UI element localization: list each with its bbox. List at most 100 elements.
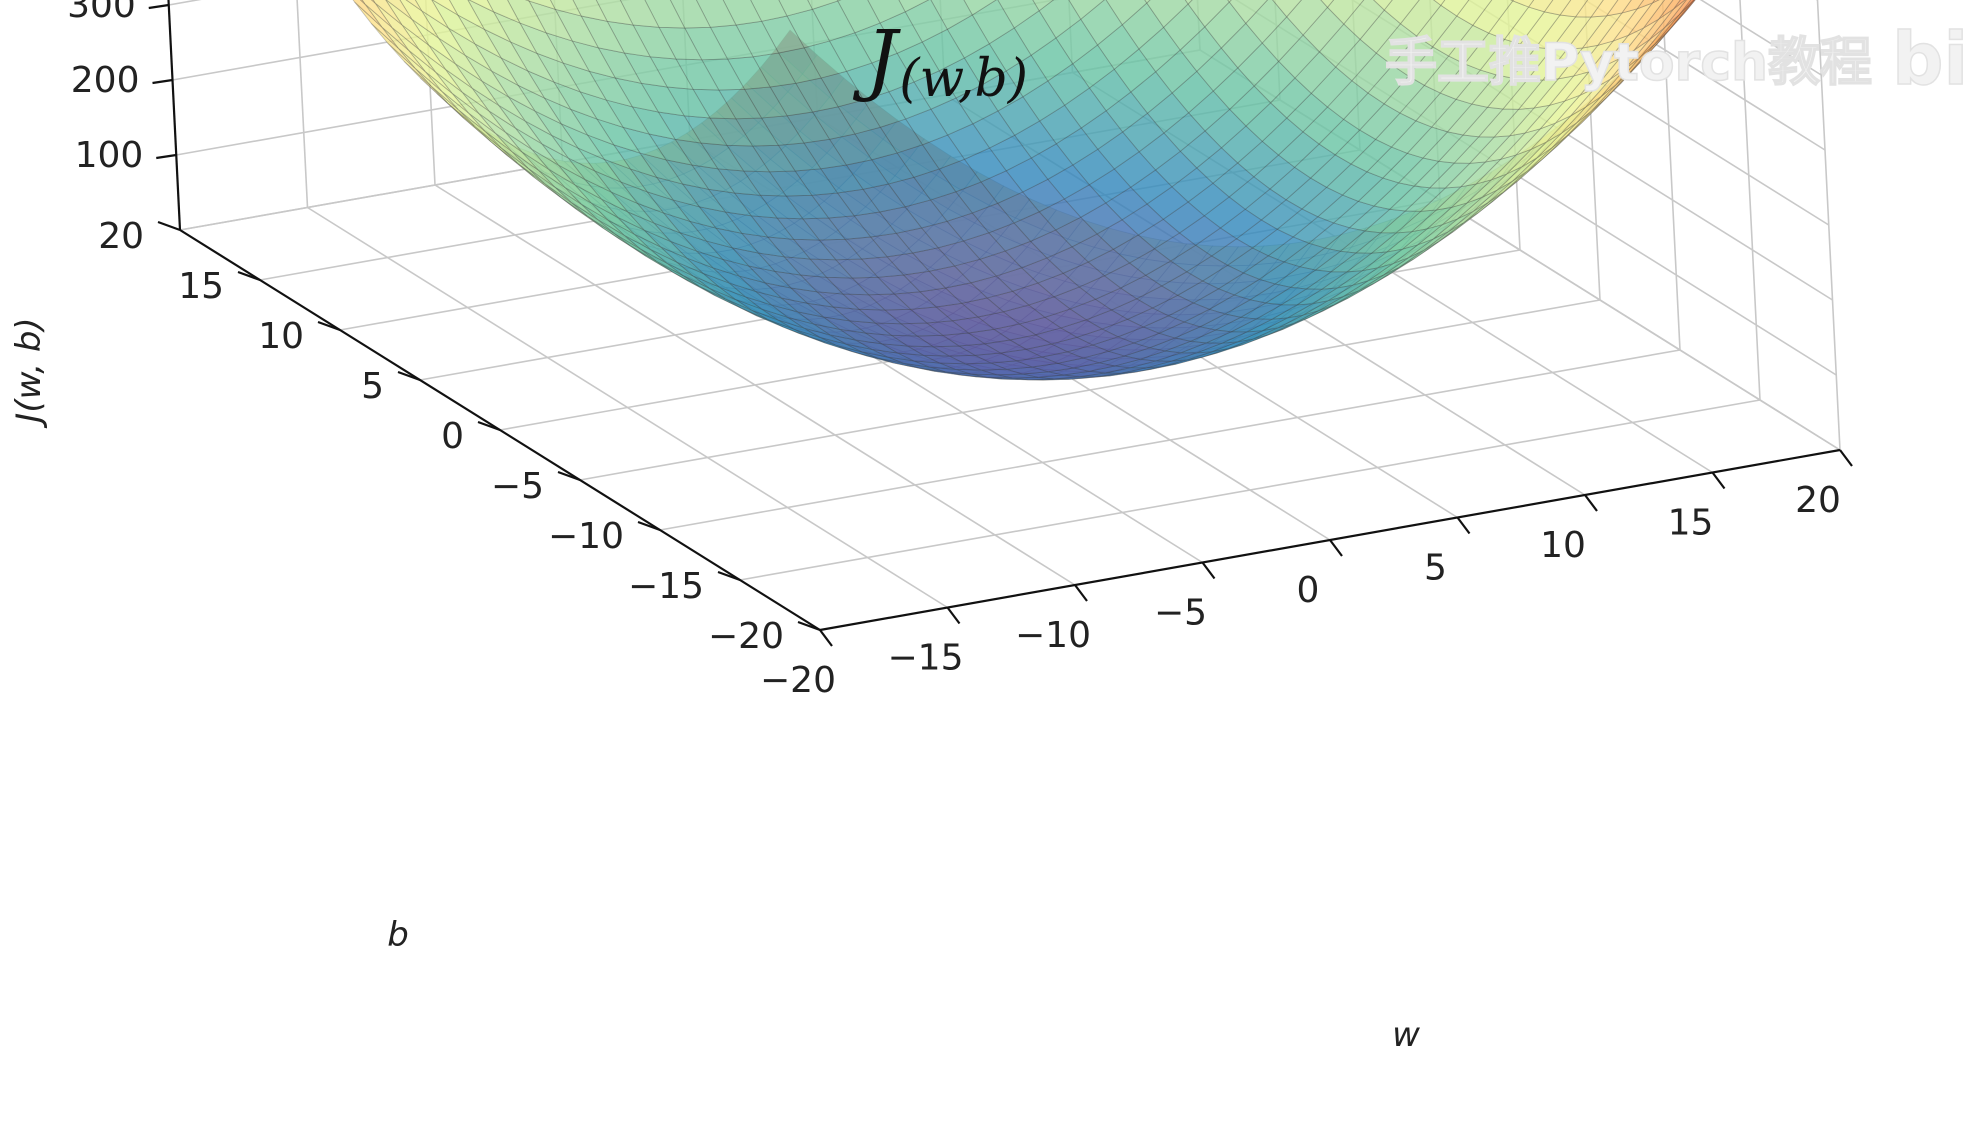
w-tick-label: 20	[1795, 480, 1841, 521]
floor-grid-line	[739, 399, 1761, 581]
surface-patch	[1620, 0, 1645, 14]
surface-patch	[1643, 0, 1674, 29]
b-tick	[237, 270, 261, 282]
b-tick-label: 20	[98, 216, 144, 257]
surface-patch	[468, 0, 495, 13]
w-tick	[1329, 539, 1343, 557]
surface-patch	[750, 0, 788, 22]
side-wall-grid-line	[1699, 0, 1822, 76]
surface-patch	[904, 0, 948, 43]
b-tick-label: 5	[361, 366, 384, 407]
w-tick	[1456, 516, 1471, 535]
tick-marks	[148, 3, 1853, 647]
surface-patch	[549, 0, 583, 17]
floor-grid-line	[659, 349, 1681, 531]
w-tick	[1584, 494, 1598, 512]
surface-patch	[930, 0, 973, 30]
surface-patch	[405, 0, 423, 12]
surface-patch	[1320, 0, 1335, 8]
surface-patch	[1245, 0, 1288, 44]
z-tick-labels: 100 200 300 400 500 600 700 800	[67, 0, 144, 176]
w-tick-label: 15	[1668, 503, 1714, 544]
surface-patch	[1227, 0, 1232, 3]
z-tick	[156, 153, 177, 160]
surface-patch	[722, 0, 763, 26]
b-tick	[157, 220, 181, 232]
chart-title-subscript: (w,b)	[899, 49, 1028, 109]
surface-patch	[836, 0, 842, 2]
surface-patch	[1590, 0, 1619, 18]
w-axis-label: w	[1392, 1015, 1420, 1055]
surface-patch	[963, 0, 997, 16]
surface-patch	[525, 0, 530, 2]
surface-patch	[1146, 0, 1189, 28]
surface-patch	[1184, 0, 1193, 5]
w-tick-labels: −20 −15 −10 −5 0 5 10 15 20	[760, 480, 1841, 701]
back-wall-grid-line	[172, 0, 631, 81]
surface-patch	[527, 0, 557, 11]
surface-patch	[1440, 0, 1470, 17]
surface-patch	[1510, 0, 1514, 2]
surface-patch	[414, 0, 449, 29]
surface-patch	[1559, 0, 1589, 18]
w-tick-label: 0	[1297, 570, 1320, 611]
z-tick	[152, 78, 173, 85]
b-tick	[477, 420, 501, 432]
surface-patch	[1433, 0, 1446, 6]
w-tick-label: 10	[1540, 525, 1586, 566]
surface-patch	[1472, 0, 1514, 34]
b-tick-label: −20	[708, 616, 784, 657]
b-tick-label: 0	[441, 416, 464, 457]
floor-grid-line	[579, 299, 1601, 481]
surface-patch	[1605, 0, 1632, 17]
surface-patch	[385, 0, 413, 20]
surface-patch	[1527, 0, 1554, 13]
z-axis-line	[167, 0, 182, 231]
cost-surface	[352, 0, 1696, 381]
surface-patch	[867, 0, 906, 24]
b-tick-label: 10	[258, 316, 304, 357]
w-tick-label: −15	[888, 638, 964, 679]
surface-patch	[1032, 0, 1055, 12]
b-tick-label: 15	[178, 266, 224, 307]
watermark: 手工推Pytorch教程 bi	[1384, 16, 1965, 102]
b-tick-label: −15	[628, 566, 704, 607]
surface-patch	[1673, 0, 1686, 10]
side-wall-grid-line	[1584, 0, 1601, 301]
surface-patch	[971, 0, 1015, 45]
z-tick	[148, 3, 169, 10]
z-axis-label: J(w, b)	[9, 317, 49, 428]
surface-patch	[595, 0, 634, 26]
surface-patch	[1663, 0, 1692, 29]
b-tick	[717, 570, 741, 582]
watermark-logo: bi	[1892, 17, 1965, 101]
w-tick	[819, 629, 833, 647]
surface-patch	[486, 0, 521, 24]
z-tick-label: 100	[75, 135, 144, 176]
surface-patch	[448, 0, 486, 31]
w-tick-label: −20	[760, 660, 836, 701]
surface-patch	[1383, 0, 1420, 25]
surface-patch	[619, 0, 660, 28]
b-tick-labels: −20 −15 −10 −5 0 5 10 15 20	[98, 216, 784, 657]
b-axis-label: b	[387, 915, 409, 955]
surface-patch	[807, 0, 839, 10]
surface-patch	[997, 0, 1040, 29]
surface-patch	[1373, 0, 1393, 11]
w-tick	[1711, 471, 1726, 490]
b-tick-label: −10	[548, 516, 624, 557]
surface-patch	[1652, 0, 1660, 4]
watermark-text: 手工推Pytorch教程	[1385, 33, 1872, 93]
surface-patch	[1187, 0, 1230, 28]
surface-patch	[1399, 0, 1442, 37]
surface-patch	[1456, 0, 1493, 26]
surface-patch	[1543, 0, 1572, 16]
surface-patch	[359, 0, 366, 5]
surface-patch	[431, 0, 460, 17]
surface-patch	[837, 0, 881, 34]
w-tick-label: −10	[1015, 615, 1091, 656]
surface-patch	[1228, 0, 1269, 24]
b-tick	[797, 620, 821, 632]
b-tick	[557, 470, 581, 482]
